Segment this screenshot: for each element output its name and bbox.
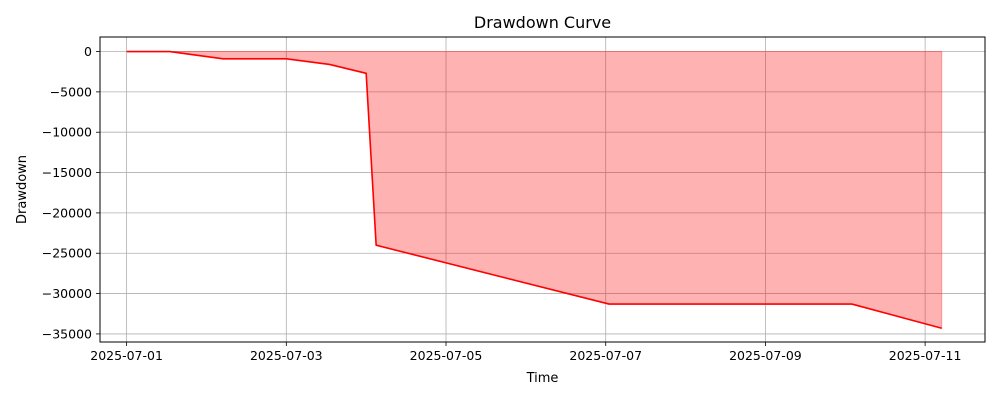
x-tick-label: 2025-07-03: [250, 348, 323, 363]
chart-title: Drawdown Curve: [474, 13, 611, 32]
y-tick-label: −15000: [42, 165, 92, 180]
plot-frame: [99, 36, 986, 343]
y-axis-title: Drawdown: [15, 155, 30, 224]
y-tick-label: −30000: [42, 286, 92, 301]
y-tick-label: −35000: [42, 326, 92, 341]
y-tick-label: −5000: [50, 84, 92, 99]
x-tick-label: 2025-07-09: [729, 348, 802, 363]
x-tick-label: 2025-07-11: [889, 348, 962, 363]
x-tick-label: 2025-07-07: [569, 348, 642, 363]
drawdown-line: [126, 50, 942, 330]
ticks: 2025-07-01 2025-07-03 2025-07-05 2025-07-07…: [42, 44, 962, 363]
series-layer: [126, 50, 943, 330]
y-tick-label: −25000: [42, 246, 92, 261]
x-tick-label: 2025-07-05: [410, 348, 483, 363]
y-tick-label: −10000: [42, 125, 92, 140]
x-tick-label: 2025-07-01: [90, 348, 163, 363]
grid: [100, 37, 985, 342]
y-tick-label: −20000: [42, 205, 92, 220]
y-tick-label: 0: [84, 44, 92, 59]
x-axis-title: Time: [526, 371, 559, 386]
